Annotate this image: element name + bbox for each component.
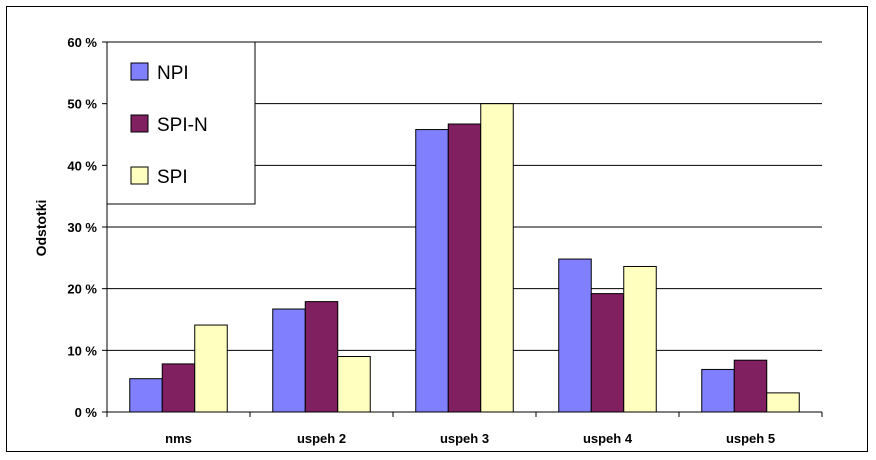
- bar-npi: [415, 129, 449, 413]
- bar-spi-n: [590, 293, 625, 413]
- bar-spi: [480, 103, 514, 413]
- legend: NPI SPI-N SPI: [106, 41, 256, 205]
- legend-swatch: [130, 114, 149, 133]
- legend-label: SPI: [157, 167, 188, 188]
- bar-npi: [558, 258, 592, 413]
- bar-spi-n: [447, 123, 482, 413]
- y-tick-label: 10 %: [67, 343, 97, 358]
- bar-spi-n: [304, 301, 339, 413]
- x-tick-labels: nms uspeh 2 uspeh 3 uspeh 4 uspeh 5: [165, 431, 775, 446]
- y-tick-label: 20 %: [67, 282, 97, 297]
- legend-swatch: [130, 166, 149, 185]
- legend-swatch: [130, 62, 149, 81]
- bar-spi: [766, 392, 800, 413]
- bar-spi: [194, 324, 228, 413]
- bars: [129, 103, 800, 413]
- bar-spi: [337, 356, 371, 413]
- x-tick-label: nms: [165, 431, 192, 446]
- x-tick-label: uspeh 3: [440, 431, 489, 446]
- bar-npi: [701, 368, 735, 413]
- legend-label: SPI-N: [157, 115, 208, 136]
- y-tick-label: 60 %: [67, 35, 97, 50]
- bar-spi: [623, 265, 657, 413]
- y-tick-label: 50 %: [67, 97, 97, 112]
- y-axis-label: Odstotki: [33, 200, 49, 257]
- x-tick-label: uspeh 4: [583, 431, 633, 446]
- x-tick-label: uspeh 5: [726, 431, 775, 446]
- y-tick-labels: 0 % 10 % 20 % 30 % 40 % 50 % 60 %: [67, 35, 97, 420]
- y-tick-label: 0 %: [75, 405, 98, 420]
- legend-label: NPI: [157, 63, 189, 84]
- y-tick-label: 40 %: [67, 158, 97, 173]
- bar-spi-n: [161, 363, 196, 413]
- x-tick-label: uspeh 2: [297, 431, 346, 446]
- bar-npi: [129, 378, 163, 413]
- bar-spi-n: [733, 359, 768, 413]
- bar-npi: [272, 308, 306, 413]
- y-tick-label: 30 %: [67, 220, 97, 235]
